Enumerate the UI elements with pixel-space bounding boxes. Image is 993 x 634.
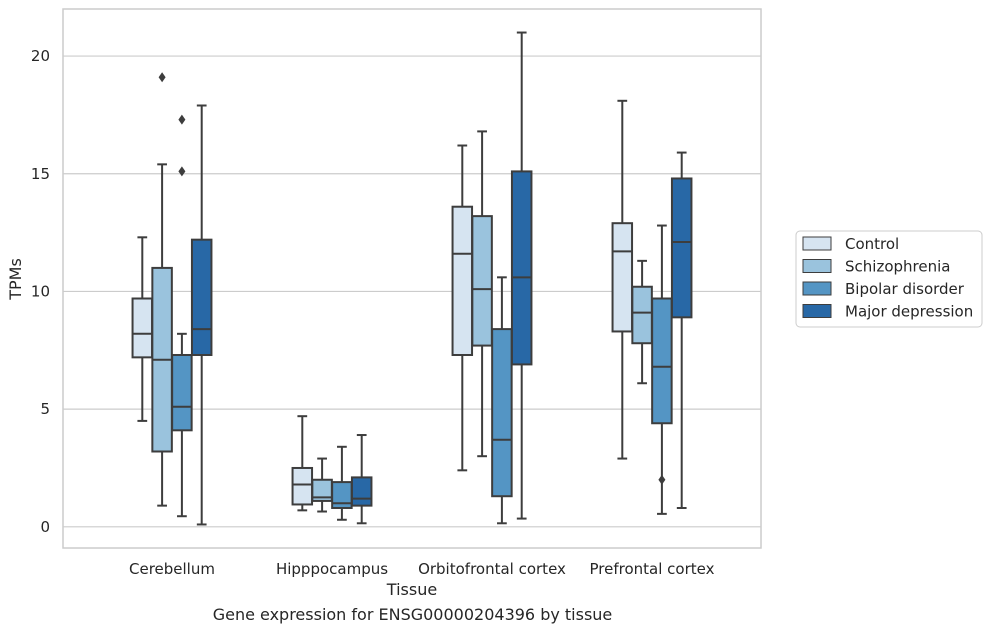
outlier-point <box>658 474 666 485</box>
x-tick-label: Prefrontal cortex <box>590 560 715 578</box>
box-control <box>451 144 474 472</box>
box-bipolar-disorder <box>331 445 353 521</box>
x-axis-label: Tissue <box>386 580 437 599</box>
x-tick-label: Hipppocampus <box>276 560 388 578</box>
y-ticks: 0 5 10 15 20 <box>31 47 50 536</box>
box-major-depression <box>190 104 213 526</box>
legend-swatch <box>802 281 832 296</box>
x-tick-label: Orbitofrontal cortex <box>418 560 566 578</box>
boxes <box>131 31 693 526</box>
iqr-box <box>190 238 213 356</box>
outlier-point <box>178 166 186 177</box>
legend-swatch <box>802 304 832 318</box>
box-schizophrenia <box>471 130 493 458</box>
legend-label: Control <box>845 235 899 253</box>
box-major-depression <box>670 151 693 509</box>
box-major-depression <box>350 434 373 525</box>
y-axis-label: TPMs <box>6 258 25 301</box>
legend-label: Schizophrenia <box>845 258 950 276</box>
box-bipolar-disorder <box>171 114 193 518</box>
y-tick-label: 5 <box>40 400 50 418</box>
x-tick-label: Cerebellum <box>129 560 215 578</box>
iqr-box <box>171 353 193 432</box>
box-schizophrenia <box>311 457 333 513</box>
outlier-point <box>178 114 186 125</box>
iqr-box <box>451 205 474 356</box>
box-control <box>611 99 634 460</box>
y-tick-label: 0 <box>40 518 50 536</box>
box-control <box>291 415 314 512</box>
box-schizophrenia <box>631 259 653 385</box>
iqr-box <box>350 476 373 507</box>
iqr-box <box>651 297 673 425</box>
box-major-depression <box>510 31 533 520</box>
plot-frame <box>62 8 762 549</box>
legend-frame <box>795 230 983 328</box>
iqr-box <box>131 297 154 359</box>
legend-label: Major depression <box>845 303 973 321</box>
legend-label: Bipolar disorder <box>845 280 965 298</box>
y-tick-label: 20 <box>31 47 50 65</box>
box-control <box>131 236 154 422</box>
chart-caption: Gene expression for ENSG00000204396 by t… <box>212 605 613 624</box>
legend-swatch <box>802 236 832 251</box>
iqr-box <box>611 222 634 333</box>
legend: Control Schizophrenia Bipolar disorder Majo… <box>795 230 983 328</box>
legend-swatch <box>802 259 832 273</box>
iqr-box <box>491 328 513 498</box>
box-bipolar-disorder <box>651 224 673 515</box>
iqr-box <box>670 177 693 319</box>
y-tick-label: 15 <box>31 165 50 183</box>
box-schizophrenia <box>151 72 173 507</box>
y-tick-label: 10 <box>31 282 50 300</box>
outlier-point <box>158 72 166 83</box>
iqr-box <box>471 215 493 347</box>
iqr-box <box>291 466 314 506</box>
x-ticks: Cerebellum Hipppocampus Orbitofrontal cort… <box>129 560 715 578</box>
iqr-box <box>510 170 533 366</box>
box-bipolar-disorder <box>491 276 513 525</box>
iqr-box <box>631 285 653 345</box>
